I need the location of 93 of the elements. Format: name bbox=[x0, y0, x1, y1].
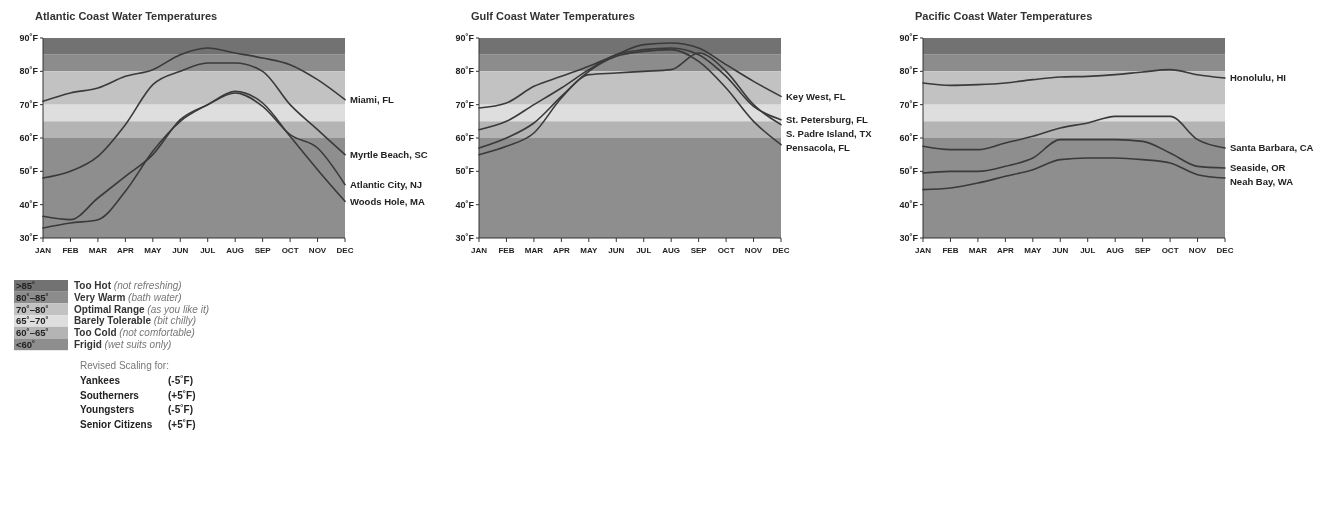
x-tick-label: JAN bbox=[470, 246, 488, 255]
x-tick-label: APR bbox=[116, 246, 135, 255]
x-tick-label: JUL bbox=[636, 246, 652, 255]
series-label: Woods Hole, MA bbox=[350, 195, 425, 207]
text: >85˚ bbox=[16, 280, 36, 292]
series-label: Atlantic City, NJ bbox=[350, 178, 423, 190]
x-tick-label: JUL bbox=[1080, 246, 1096, 255]
series-label: St. Petersburg, FL bbox=[786, 113, 869, 125]
text: Barely Tolerable (bit chilly) bbox=[74, 315, 197, 327]
x-tick-label: SEP bbox=[1134, 246, 1152, 255]
y-tick-label: 80˚F bbox=[455, 66, 475, 77]
y-tick-label: 90˚F bbox=[899, 33, 919, 44]
x-tick-label: AUG bbox=[226, 246, 245, 255]
text: (-5˚F) bbox=[168, 404, 193, 415]
y-tick-label: 40˚F bbox=[899, 199, 919, 210]
y-tick-label: 80˚F bbox=[899, 66, 919, 77]
series-label: Myrtle Beach, SC bbox=[350, 148, 428, 160]
text: Too Hot (not refreshing) bbox=[74, 280, 182, 292]
x-tick-label: APR bbox=[996, 246, 1015, 255]
series-label: Neah Bay, WA bbox=[1230, 176, 1294, 188]
text: Revised Scaling for: bbox=[80, 360, 169, 371]
text: 60˚–65˚ bbox=[16, 326, 49, 338]
x-tick-label: OCT bbox=[281, 246, 299, 255]
x-tick-label: FEB bbox=[942, 246, 959, 255]
x-tick-label: AUG bbox=[1106, 246, 1125, 255]
chart-title: Pacific Coast Water Temperatures bbox=[915, 10, 1093, 22]
y-tick-label: 60˚F bbox=[899, 133, 919, 144]
x-tick-label: MAR bbox=[968, 246, 988, 255]
y-tick-label: 30˚F bbox=[19, 233, 39, 244]
text: Senior Citizens bbox=[80, 418, 153, 430]
text: 65˚–70˚ bbox=[16, 315, 49, 327]
x-tick-label: MAR bbox=[524, 246, 544, 255]
x-tick-label: JAN bbox=[34, 246, 52, 255]
text: 80˚–85˚ bbox=[16, 291, 49, 303]
x-tick-label: JUN bbox=[1052, 246, 1069, 255]
y-tick-label: 30˚F bbox=[455, 233, 475, 244]
x-tick-label: FEB bbox=[62, 246, 79, 255]
text: Frigid (wet suits only) bbox=[74, 338, 172, 350]
x-tick-label: JUL bbox=[200, 246, 216, 255]
x-tick-label: FEB bbox=[498, 246, 515, 255]
y-tick-label: 50˚F bbox=[899, 166, 919, 177]
y-tick-label: 40˚F bbox=[19, 199, 39, 210]
series-label: Honolulu, HI bbox=[1230, 72, 1286, 84]
text: Too Cold (not comfortable) bbox=[74, 327, 195, 339]
series-label: S. Padre Island, TX bbox=[786, 127, 873, 139]
series-label: Santa Barbara, CA bbox=[1230, 142, 1314, 154]
x-tick-label: JUN bbox=[172, 246, 189, 255]
x-tick-label: APR bbox=[552, 246, 571, 255]
series-label: Key West, FL bbox=[786, 90, 846, 102]
x-tick-label: DEC bbox=[1216, 246, 1234, 255]
y-tick-label: 70˚F bbox=[19, 99, 39, 110]
x-tick-label: AUG bbox=[662, 246, 681, 255]
x-tick-label: JAN bbox=[914, 246, 932, 255]
text: (+5˚F) bbox=[168, 418, 196, 430]
series-label: Pensacola, FL bbox=[786, 141, 851, 153]
y-tick-label: 40˚F bbox=[455, 199, 475, 210]
x-tick-label: NOV bbox=[1188, 246, 1207, 255]
text: (-5˚F) bbox=[168, 375, 193, 386]
text: Very Warm (bath water) bbox=[74, 292, 182, 304]
y-tick-label: 70˚F bbox=[899, 99, 919, 110]
x-tick-label: NOV bbox=[744, 246, 763, 255]
x-tick-label: SEP bbox=[690, 246, 708, 255]
series-label: Seaside, OR bbox=[1230, 162, 1286, 174]
x-tick-label: DEC bbox=[772, 246, 790, 255]
text: 70˚–80˚ bbox=[16, 303, 49, 315]
chart-title: Atlantic Coast Water Temperatures bbox=[35, 10, 218, 22]
x-tick-label: OCT bbox=[1161, 246, 1179, 255]
y-tick-label: 90˚F bbox=[455, 33, 475, 44]
x-tick-label: DEC bbox=[336, 246, 354, 255]
text: Southerners bbox=[80, 389, 140, 401]
series-label: Miami, FL bbox=[350, 93, 394, 105]
x-tick-label: MAY bbox=[1024, 246, 1042, 255]
x-tick-label: JUN bbox=[608, 246, 625, 255]
text: Youngsters bbox=[80, 404, 135, 415]
text: (+5˚F) bbox=[168, 389, 196, 401]
y-tick-label: 30˚F bbox=[899, 233, 919, 244]
x-tick-label: NOV bbox=[308, 246, 327, 255]
y-tick-label: 70˚F bbox=[455, 99, 475, 110]
y-tick-label: 50˚F bbox=[19, 166, 39, 177]
y-tick-label: 60˚F bbox=[455, 133, 475, 144]
x-tick-label: SEP bbox=[254, 246, 272, 255]
text: Optimal Range (as you like it) bbox=[74, 303, 210, 315]
y-tick-label: 90˚F bbox=[19, 33, 39, 44]
x-tick-label: MAY bbox=[144, 246, 162, 255]
chart-title: Gulf Coast Water Temperatures bbox=[471, 10, 635, 22]
y-tick-label: 60˚F bbox=[19, 133, 39, 144]
x-tick-label: MAY bbox=[580, 246, 598, 255]
x-tick-label: MAR bbox=[88, 246, 108, 255]
text: Yankees bbox=[80, 375, 121, 386]
y-tick-label: 50˚F bbox=[455, 166, 475, 177]
x-tick-label: OCT bbox=[717, 246, 735, 255]
y-tick-label: 80˚F bbox=[19, 66, 39, 77]
text: <60˚ bbox=[16, 338, 36, 350]
